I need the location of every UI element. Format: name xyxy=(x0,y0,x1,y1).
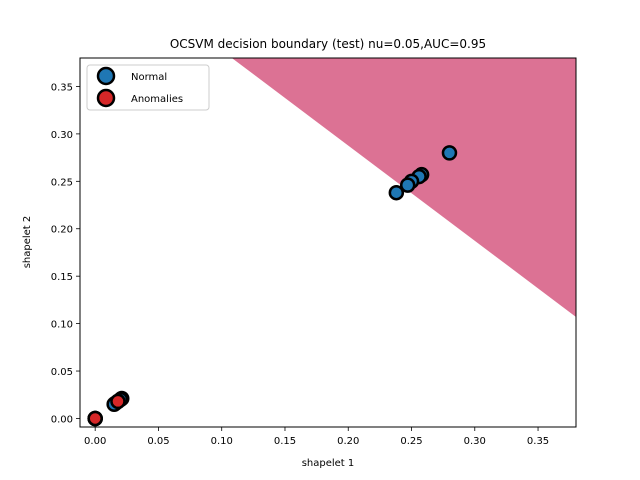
point-anomalies xyxy=(87,410,103,427)
point-anomalies xyxy=(110,393,126,410)
x-axis-label: shapelet 1 xyxy=(302,458,355,469)
x-tick-label: 0.05 xyxy=(147,436,169,447)
x-tick-label: 0.35 xyxy=(527,436,549,447)
x-tick-label: 0.10 xyxy=(211,436,233,447)
point-normal xyxy=(399,177,416,193)
point-normal xyxy=(388,184,405,201)
legend: Normal Anomalies xyxy=(86,64,210,111)
point-normal xyxy=(441,145,458,161)
legend-label-normal: Normal xyxy=(131,72,167,83)
y-axis-label: shapelet 2 xyxy=(22,216,33,269)
x-tick-label: 0.25 xyxy=(400,436,422,447)
legend-label-anomalies: Anomalies xyxy=(131,94,183,105)
chart-title: OCSVM decision boundary (test) nu=0.05,A… xyxy=(170,37,486,51)
x-tick-label: 0.20 xyxy=(337,436,359,447)
plot-frame xyxy=(79,57,577,428)
y-tick-label: 0.15 xyxy=(51,272,73,283)
legend-marker-anomalies xyxy=(96,88,116,108)
x-tick-label: 0.00 xyxy=(84,436,106,447)
y-tick-label: 0.00 xyxy=(51,414,73,425)
y-tick-label: 0.35 xyxy=(51,82,73,93)
x-tick-label: 0.30 xyxy=(464,436,486,447)
y-tick-label: 0.05 xyxy=(51,367,73,378)
y-tick-label: 0.30 xyxy=(51,130,73,141)
y-tick-label: 0.10 xyxy=(51,320,73,331)
x-tick-label: 0.15 xyxy=(274,436,296,447)
legend-box xyxy=(86,64,210,111)
legend-marker-normal xyxy=(96,66,116,86)
y-tick-label: 0.20 xyxy=(51,225,73,236)
y-tick-label: 0.25 xyxy=(51,177,73,188)
